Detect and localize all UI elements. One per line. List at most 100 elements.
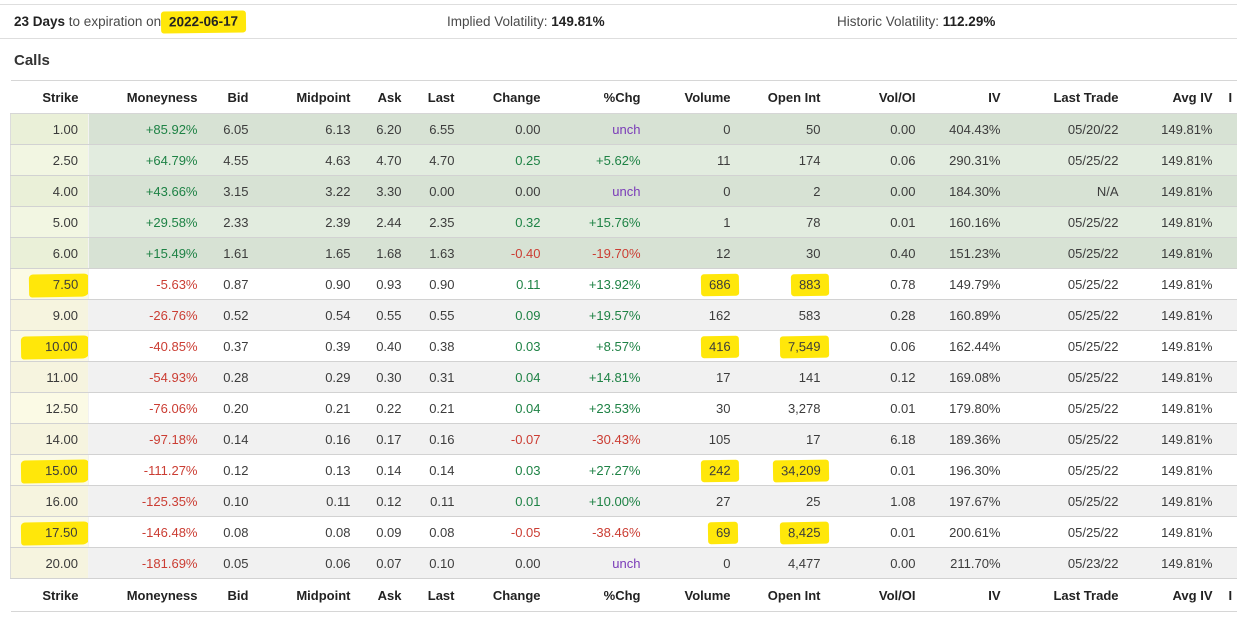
cell-value-last_trade: 05/23/22 xyxy=(1068,556,1119,571)
cell-extra xyxy=(1223,517,1237,548)
cell-value-iv: 160.16% xyxy=(949,215,1000,230)
column-header-vol_oi[interactable]: Vol/OI xyxy=(831,579,926,612)
cell-volume: 242 xyxy=(651,455,741,486)
column-header-change[interactable]: Change xyxy=(465,579,551,612)
expiration-date-highlighted: 2022-06-17 xyxy=(161,10,246,33)
cell-moneyness: -111.27% xyxy=(89,455,208,486)
column-header-pchg[interactable]: %Chg xyxy=(551,81,651,114)
cell-value-vol_oi: 0.28 xyxy=(890,308,915,323)
cell-value-ask: 0.40 xyxy=(376,339,401,354)
cell-change: 0.03 xyxy=(465,455,551,486)
cell-open_int: 141 xyxy=(741,362,831,393)
cell-value-last: 0.38 xyxy=(429,339,454,354)
cell-value-volume: 69 xyxy=(708,521,739,544)
cell-value-ask: 0.12 xyxy=(376,494,401,509)
column-header-ask[interactable]: Ask xyxy=(361,81,412,114)
cell-value-open_int: 174 xyxy=(799,153,821,168)
cell-bid: 0.14 xyxy=(208,424,259,455)
cell-value-midpoint: 3.22 xyxy=(325,184,350,199)
column-header-midpoint[interactable]: Midpoint xyxy=(259,579,361,612)
column-header-ask[interactable]: Ask xyxy=(361,579,412,612)
cell-volume: 1 xyxy=(651,207,741,238)
cell-value-volume: 27 xyxy=(716,494,730,509)
cell-open_int: 8,425 xyxy=(741,517,831,548)
cell-value-change: 0.03 xyxy=(515,339,540,354)
column-header-vol_oi[interactable]: Vol/OI xyxy=(831,81,926,114)
cell-value-change: 0.09 xyxy=(515,308,540,323)
column-header-bid[interactable]: Bid xyxy=(208,81,259,114)
column-header-last[interactable]: Last xyxy=(412,579,465,612)
cell-value-last: 0.90 xyxy=(429,277,454,292)
column-header-strike[interactable]: Strike xyxy=(11,81,89,114)
cell-value-iv: 184.30% xyxy=(949,184,1000,199)
cell-value-midpoint: 4.63 xyxy=(325,153,350,168)
cell-value-pchg: -19.70% xyxy=(592,246,640,261)
cell-moneyness: +43.66% xyxy=(89,176,208,207)
cell-value-ask: 0.14 xyxy=(376,463,401,478)
cell-ask: 0.55 xyxy=(361,300,412,331)
cell-strike: 14.00 xyxy=(11,424,89,455)
column-header-volume[interactable]: Volume xyxy=(651,81,741,114)
cell-extra xyxy=(1223,269,1237,300)
column-header-iv[interactable]: IV xyxy=(926,579,1011,612)
cell-last: 1.63 xyxy=(412,238,465,269)
cell-avg_iv: 149.81% xyxy=(1129,548,1223,579)
cell-vol_oi: 0.00 xyxy=(831,114,926,145)
cell-value-vol_oi: 0.01 xyxy=(890,525,915,540)
cell-bid: 0.05 xyxy=(208,548,259,579)
cell-value-last_trade: 05/25/22 xyxy=(1068,401,1119,416)
cell-value-volume: 0 xyxy=(723,122,730,137)
cell-value-avg_iv: 149.81% xyxy=(1161,432,1212,447)
cell-value-ask: 0.22 xyxy=(376,401,401,416)
column-header-last_trade[interactable]: Last Trade xyxy=(1011,579,1129,612)
column-header-moneyness[interactable]: Moneyness xyxy=(89,81,208,114)
cell-value-volume: 30 xyxy=(716,401,730,416)
cell-value-strike: 5.00 xyxy=(53,215,78,230)
cell-change: 0.04 xyxy=(465,362,551,393)
column-header-open_int[interactable]: Open Int xyxy=(741,579,831,612)
cell-open_int: 2 xyxy=(741,176,831,207)
cell-strike: 20.00 xyxy=(11,548,89,579)
cell-value-strike: 20.00 xyxy=(45,556,78,571)
column-header-extra[interactable]: I xyxy=(1223,81,1237,114)
cell-value-moneyness: -181.69% xyxy=(142,556,198,571)
column-header-volume[interactable]: Volume xyxy=(651,579,741,612)
cell-vol_oi: 0.01 xyxy=(831,455,926,486)
column-header-open_int[interactable]: Open Int xyxy=(741,81,831,114)
cell-extra xyxy=(1223,300,1237,331)
cell-vol_oi: 0.28 xyxy=(831,300,926,331)
column-header-extra[interactable]: I xyxy=(1223,579,1237,612)
cell-moneyness: -181.69% xyxy=(89,548,208,579)
cell-value-last_trade: 05/25/22 xyxy=(1068,463,1119,478)
cell-value-moneyness: +15.49% xyxy=(146,246,198,261)
column-header-bid[interactable]: Bid xyxy=(208,579,259,612)
column-header-last_trade[interactable]: Last Trade xyxy=(1011,81,1129,114)
column-header-last[interactable]: Last xyxy=(412,81,465,114)
column-header-pchg[interactable]: %Chg xyxy=(551,579,651,612)
cell-value-vol_oi: 1.08 xyxy=(890,494,915,509)
column-header-strike[interactable]: Strike xyxy=(11,579,89,612)
column-header-avg_iv[interactable]: Avg IV xyxy=(1129,579,1223,612)
cell-value-open_int: 7,549 xyxy=(780,335,829,358)
cell-value-strike: 14.00 xyxy=(45,432,78,447)
implied-volatility-label: Implied Volatility: xyxy=(447,14,551,29)
cell-extra xyxy=(1223,362,1237,393)
cell-strike: 4.00 xyxy=(11,176,89,207)
column-header-moneyness[interactable]: Moneyness xyxy=(89,579,208,612)
cell-value-last: 6.55 xyxy=(429,122,454,137)
cell-last_trade: 05/25/22 xyxy=(1011,517,1129,548)
cell-volume: 12 xyxy=(651,238,741,269)
column-header-midpoint[interactable]: Midpoint xyxy=(259,81,361,114)
column-header-change[interactable]: Change xyxy=(465,81,551,114)
column-header-iv[interactable]: IV xyxy=(926,81,1011,114)
column-header-avg_iv[interactable]: Avg IV xyxy=(1129,81,1223,114)
cell-extra xyxy=(1223,548,1237,579)
calls-section-title: Calls xyxy=(0,39,1237,80)
cell-vol_oi: 6.18 xyxy=(831,424,926,455)
cell-midpoint: 2.39 xyxy=(259,207,361,238)
